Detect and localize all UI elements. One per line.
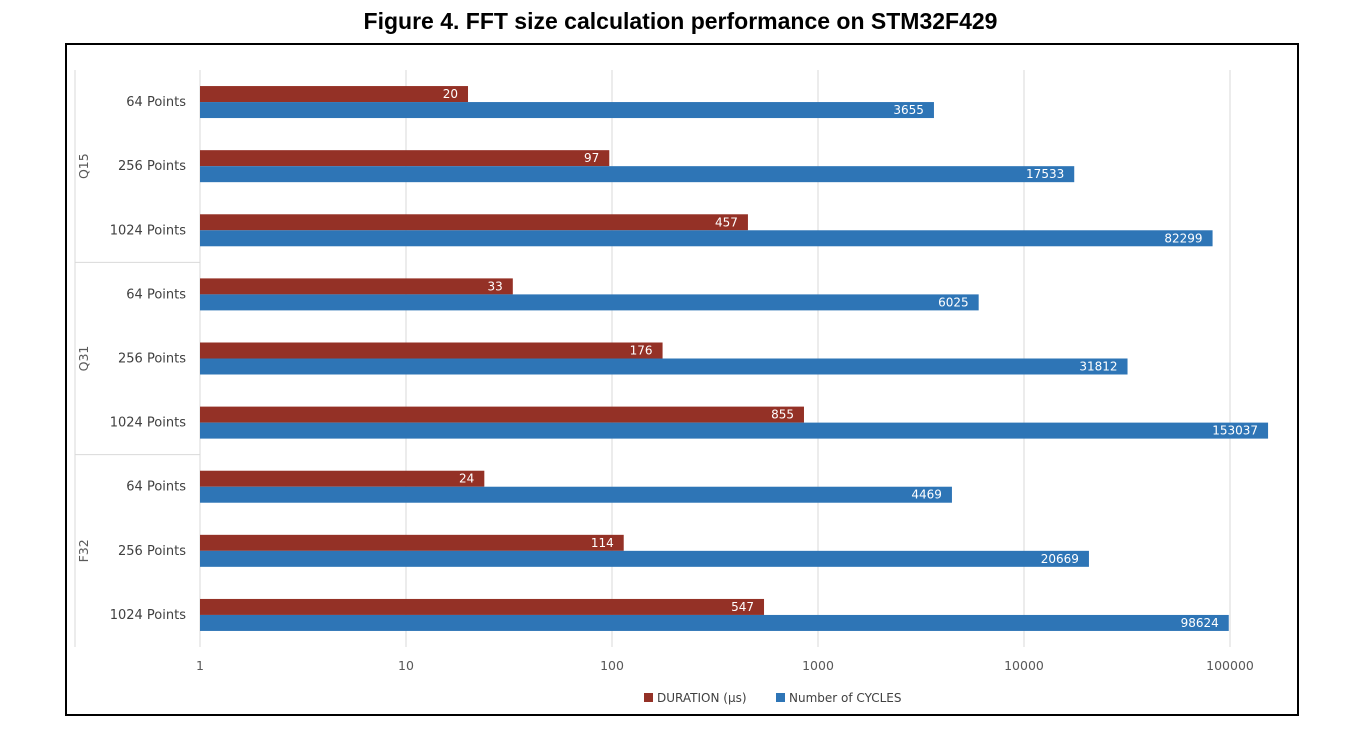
cycles-bar [200,422,1269,439]
cycles-value-label: 153037 [1212,424,1258,438]
category-label: 1024 Points [110,608,186,623]
category-label: 64 Points [126,95,186,110]
cycles-value-label: 98624 [1181,616,1219,630]
cycles-bar [200,294,979,311]
cycles-bar [200,230,1213,247]
duration-bar [200,470,485,487]
cycles-value-label: 4469 [911,488,942,502]
x-tick-label: 10 [398,658,414,673]
duration-bar [200,150,610,167]
duration-value-label: 457 [715,215,738,229]
duration-value-label: 24 [459,472,474,486]
legend-swatch-cycles [776,693,785,702]
x-tick-label: 1000 [802,658,834,673]
duration-value-label: 176 [630,344,653,358]
duration-bar [200,214,748,231]
duration-value-label: 97 [584,151,599,165]
x-tick-label: 100 [600,658,624,673]
category-label: 64 Points [126,480,186,495]
figure-title: Figure 4. FFT size calculation performan… [363,8,998,34]
cycles-bar [200,166,1075,183]
legend-label-duration: DURATION (µs) [657,691,747,705]
cycles-value-label: 17533 [1026,167,1064,181]
cycles-bar [200,614,1229,631]
duration-value-label: 33 [488,279,503,293]
cycles-bar [200,486,952,503]
duration-value-label: 547 [731,600,754,614]
cycles-value-label: 6025 [938,295,969,309]
category-label: 256 Points [118,352,186,367]
cycles-bar [200,102,934,119]
duration-bar [200,86,469,103]
x-tick-label: 10000 [1004,658,1044,673]
category-label: 64 Points [126,287,186,302]
cycles-value-label: 82299 [1164,231,1202,245]
duration-bar [200,406,804,423]
group-label: Q31 [76,346,91,372]
group-label: Q15 [76,153,91,179]
cycles-value-label: 3655 [893,103,924,117]
cycles-bar [200,358,1128,375]
legend-label-cycles: Number of CYCLES [789,691,902,705]
duration-value-label: 114 [591,536,614,550]
duration-value-label: 855 [771,408,794,422]
duration-bar [200,598,765,615]
cycles-bar [200,550,1089,567]
duration-value-label: 20 [443,87,458,101]
cycles-value-label: 20669 [1041,552,1079,566]
category-label: 256 Points [118,159,186,174]
group-label: F32 [76,539,91,562]
chart-frame [65,43,1299,716]
category-label: 1024 Points [110,416,186,431]
duration-bar [200,534,624,551]
x-tick-label: 1 [196,658,204,673]
cycles-value-label: 31812 [1079,360,1117,374]
category-label: 256 Points [118,544,186,559]
x-tick-label: 100000 [1206,658,1254,673]
category-label: 1024 Points [110,223,186,238]
duration-bar [200,278,513,295]
legend-swatch-duration [644,693,653,702]
duration-bar [200,342,663,359]
